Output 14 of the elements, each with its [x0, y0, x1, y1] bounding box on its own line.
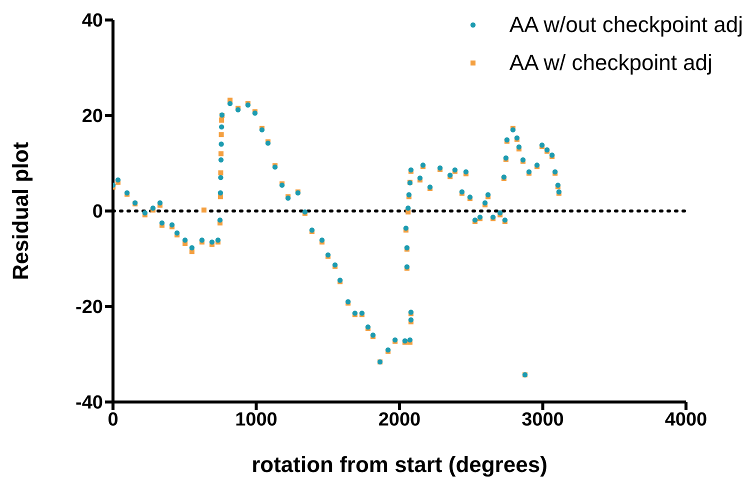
x-tick-label: 4000 — [664, 409, 708, 430]
y-tick-label: -20 — [76, 297, 103, 318]
y-tick-label: -40 — [76, 392, 103, 414]
y-tick-label: 20 — [82, 106, 103, 128]
y-tick-label: 40 — [82, 10, 103, 32]
y-axis-title: Residual plot — [8, 141, 33, 280]
legend-label: AA w/out checkpoint adj — [509, 12, 743, 38]
x-axis-title: rotation from start (degrees) — [252, 452, 548, 477]
x-tick-label: 3000 — [522, 409, 564, 430]
x-tick-label: 0 — [108, 409, 118, 430]
x-tick-label: 1000 — [235, 409, 278, 430]
legend-label: AA w/ checkpoint adj — [509, 50, 712, 76]
x-tick-label: 2000 — [378, 409, 421, 430]
y-tick-label: 0 — [92, 202, 103, 223]
